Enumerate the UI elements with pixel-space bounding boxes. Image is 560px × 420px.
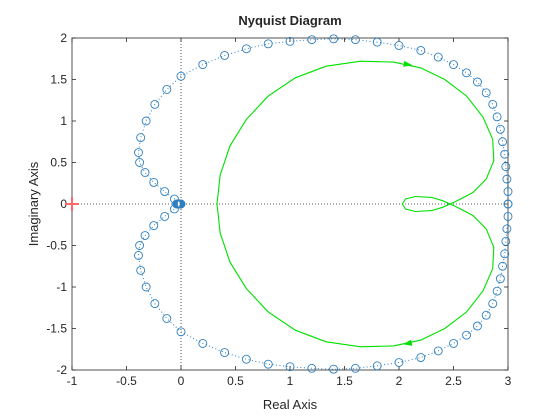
series-blue-marker xyxy=(498,261,507,271)
series-blue-marker xyxy=(481,310,491,320)
series-blue-marker xyxy=(372,37,382,47)
series-blue-marker xyxy=(198,60,208,70)
y-tick-label: 0.5 xyxy=(50,156,67,170)
y-tick-label: 0 xyxy=(60,197,67,211)
y-tick-label: 1.5 xyxy=(50,73,67,87)
series-blue-marker xyxy=(503,187,513,197)
y-tick-label: -1.5 xyxy=(46,322,67,336)
series-blue-marker xyxy=(350,35,360,45)
series-blue-marker xyxy=(149,221,159,231)
x-tick-label: 0.5 xyxy=(227,374,244,388)
series-blue-marker xyxy=(372,361,382,371)
y-tick-label: -0.5 xyxy=(46,239,67,253)
series-blue-marker xyxy=(150,99,160,109)
series-blue-marker xyxy=(285,362,295,372)
series-blue-marker xyxy=(350,363,360,373)
series-blue-line xyxy=(137,38,509,370)
series-blue-marker xyxy=(241,354,251,364)
series-blue-marker xyxy=(492,112,502,122)
plot-area: -1 -0.5 0 0.5 1 1.5 2 2.5 3 -2 -1.5 -1 -0.5 0 0.5 1 1.5 2 xyxy=(46,31,513,388)
x-tick-label: 1 xyxy=(287,374,294,388)
x-tick-label: 1.5 xyxy=(336,374,353,388)
series-blue-marker xyxy=(150,299,160,309)
series-blue-marker xyxy=(500,249,510,259)
x-tick-label: 2 xyxy=(396,374,403,388)
direction-arrow xyxy=(402,339,413,346)
series-blue-marker xyxy=(462,330,472,340)
series-blue-marker xyxy=(502,174,512,184)
series-blue-marker xyxy=(149,177,159,187)
series-blue-marker xyxy=(498,137,507,147)
y-tick-label: 1 xyxy=(60,114,67,128)
series-blue-marker xyxy=(134,251,143,260)
series-blue-marker xyxy=(501,162,511,172)
series-blue-marker xyxy=(176,71,186,81)
series-blue-marker xyxy=(416,353,426,362)
series-blue-marker xyxy=(481,88,491,98)
series-blue-marker xyxy=(501,236,511,246)
series-blue-marker xyxy=(136,133,146,143)
series-blue-marker xyxy=(241,44,251,54)
x-tick-label: 2.5 xyxy=(445,374,462,388)
series-blue-marker xyxy=(433,346,443,356)
series-blue-marker xyxy=(263,39,273,49)
direction-arrow xyxy=(403,60,413,67)
series-blue-marker xyxy=(473,77,482,87)
series-blue-marker xyxy=(134,148,143,157)
series-blue-marker xyxy=(329,34,339,44)
series-blue-marker xyxy=(140,168,150,177)
x-axis-label: Real Axis xyxy=(263,397,318,412)
series-blue-marker xyxy=(502,224,512,234)
series-blue-marker xyxy=(136,265,146,275)
series-blue-marker xyxy=(394,41,404,50)
series-blue-marker xyxy=(473,321,482,331)
series-blue-marker xyxy=(307,35,317,45)
series-blue-marker xyxy=(160,187,170,197)
series-blue-marker xyxy=(135,241,145,250)
series-blue-marker xyxy=(307,363,317,373)
series-blue-marker xyxy=(488,99,498,109)
series-blue-marker xyxy=(141,282,151,292)
series-blue-marker xyxy=(176,327,186,337)
x-tick-label: -1 xyxy=(67,374,78,388)
series-blue-marker xyxy=(220,50,230,60)
series-blue-marker xyxy=(503,199,513,209)
axes-box xyxy=(71,37,509,371)
x-tick-label: -0.5 xyxy=(116,374,137,388)
series-blue-marker xyxy=(162,85,172,94)
series-blue-marker xyxy=(449,338,458,348)
chart-title: Nyquist Diagram xyxy=(238,13,341,28)
series-blue-marker xyxy=(500,149,510,159)
y-tick-label: 2 xyxy=(60,31,67,45)
y-axis-label: Imaginary Axis xyxy=(26,161,41,246)
series-blue-marker xyxy=(135,158,145,167)
series-blue-marker xyxy=(488,299,498,309)
series-blue-marker xyxy=(449,60,458,70)
x-tick-label: 3 xyxy=(505,374,512,388)
series-green-line xyxy=(216,60,495,348)
series-blue-marker xyxy=(176,199,185,209)
series-blue-marker xyxy=(329,364,339,374)
x-tick-label: 0 xyxy=(178,374,185,388)
series-blue-marker xyxy=(263,359,273,369)
y-tick-label: -2 xyxy=(56,363,67,377)
series-blue-marker xyxy=(198,338,208,348)
series-blue-marker xyxy=(495,124,505,134)
series-blue-marker xyxy=(160,211,170,221)
series-blue-marker xyxy=(492,286,502,296)
series-blue-marker xyxy=(162,314,172,323)
series-blue-marker xyxy=(140,231,150,240)
series-blue-marker xyxy=(220,348,230,358)
series-blue-marker xyxy=(433,52,443,62)
series-blue-marker xyxy=(416,46,426,55)
series-blue-marker xyxy=(285,36,295,46)
series-blue-marker xyxy=(503,211,513,221)
series-blue-marker xyxy=(495,274,505,284)
series-blue-marker xyxy=(141,116,151,126)
series-blue-marker xyxy=(394,358,404,367)
series-blue-marker xyxy=(462,68,472,78)
y-tick-label: -1 xyxy=(56,280,67,294)
